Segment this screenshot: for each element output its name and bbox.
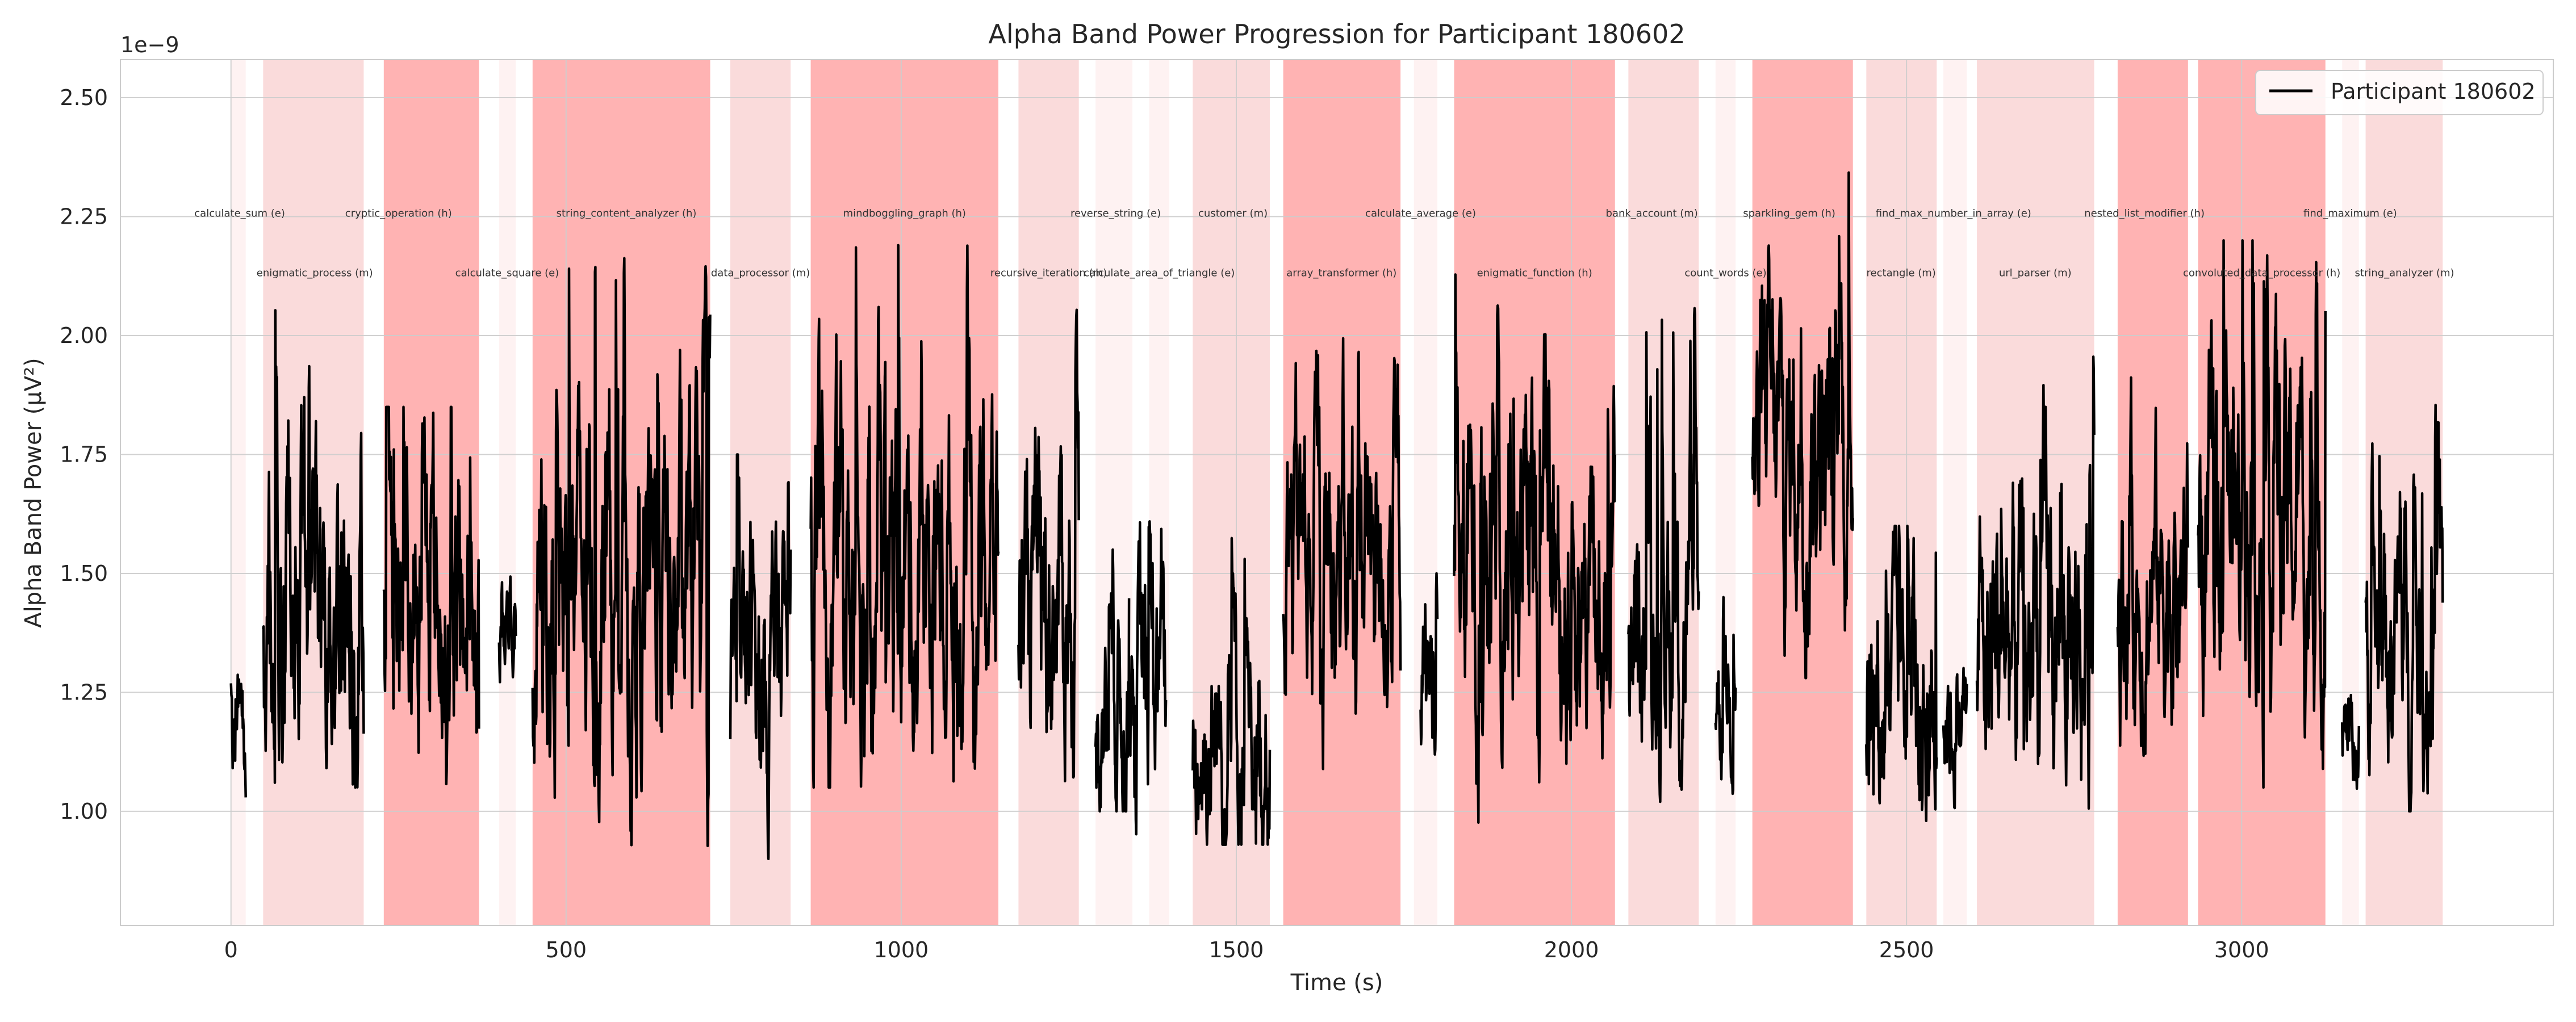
y-tick-label-1: 1.25	[60, 680, 108, 705]
series-line-layer	[229, 171, 2444, 860]
series-line-segment-18	[1942, 667, 1968, 810]
task-labels-layer: calculate_sum (e) cryptic_operation (h) st…	[194, 208, 2454, 279]
series-line-segment-9	[1127, 520, 1168, 836]
task-label-2: string_content_analyzer (h)	[557, 208, 697, 220]
task-label-4: reverse_string (e)	[1070, 208, 1161, 220]
series-line-segment-20	[2116, 376, 2190, 757]
x-tick-label-6: 3000	[2214, 937, 2269, 962]
task-label-7: bank_account (m)	[1606, 208, 1698, 220]
series-line-segment-21	[2197, 239, 2327, 789]
task-label-20: rectangle (m)	[1867, 267, 1936, 279]
series-line-segment-13	[1453, 273, 1617, 824]
series-line-segment-22	[2340, 693, 2361, 790]
series-line-segment-10	[1191, 537, 1272, 846]
series-line-segment-17	[1865, 524, 1938, 822]
y-tick-label-2: 1.50	[60, 561, 108, 586]
task-label-21: url_parser (m)	[1999, 267, 2072, 279]
task-label-22: convoluted_data_processor (h)	[2183, 267, 2340, 279]
task-label-17: array_transformer (h)	[1286, 267, 1396, 279]
series-line-segment-5	[729, 453, 792, 860]
task-label-9: find_max_number_in_array (e)	[1876, 208, 2031, 220]
x-tick-label-0: 0	[224, 937, 238, 962]
series-line-segment-12	[1419, 572, 1439, 756]
series-line-segment-14	[1627, 307, 1700, 803]
task-label-10: nested_list_modifier (h)	[2084, 208, 2205, 220]
chart-title: Alpha Band Power Progression for Partici…	[988, 19, 1685, 49]
legend-box	[2255, 70, 2544, 115]
y-tick-label-0: 1.00	[60, 799, 108, 824]
y-tick-label-5: 2.25	[60, 204, 108, 229]
task-label-5: customer (m)	[1198, 208, 1268, 220]
task-span-10	[1193, 60, 1270, 925]
y-tick-label-4: 2.00	[60, 323, 108, 348]
series-line-segment-1	[262, 309, 365, 789]
task-label-11: find_maximum (e)	[2303, 208, 2397, 220]
task-span-0	[231, 60, 246, 925]
series-line-segment-7	[1017, 308, 1080, 783]
task-label-8: sparkling_gem (h)	[1743, 208, 1835, 220]
series-line-segment-3	[497, 575, 517, 684]
series-line-segment-2	[382, 405, 480, 786]
x-tick-label-3: 1500	[1209, 937, 1264, 962]
y-tick-labels: 1.00 1.25 1.50 1.75 2.00 2.25 2.50	[60, 85, 108, 824]
task-label-15: recursive_iteration (m)	[990, 267, 1107, 279]
x-tick-label-4: 2000	[1544, 937, 1599, 962]
series-line-segment-19	[1975, 355, 2096, 810]
series-line-segment-0	[229, 673, 247, 798]
task-label-18: enigmatic_function (h)	[1477, 267, 1592, 279]
task-label-0: calculate_sum (e)	[194, 208, 285, 220]
task-span-9	[1149, 60, 1169, 925]
y-axis-offset-label: 1e−9	[120, 32, 179, 57]
task-label-1: cryptic_operation (h)	[345, 208, 452, 220]
task-span-19	[1977, 60, 2094, 925]
x-tick-label-5: 2500	[1879, 937, 1934, 962]
series-line-segment-4	[531, 257, 712, 848]
legend: Participant 180602	[2255, 70, 2544, 115]
series-line-segment-8	[1094, 548, 1131, 813]
plot-frame	[120, 59, 2554, 926]
task-span-22	[2342, 60, 2359, 925]
x-axis-title: Time (s)	[1290, 970, 1383, 996]
task-span-3	[499, 60, 516, 925]
task-span-23	[2365, 60, 2443, 925]
x-tick-label-1: 500	[546, 937, 587, 962]
series-line-segment-16	[1751, 171, 1854, 680]
task-label-19: count_words (e)	[1684, 267, 1766, 279]
task-label-12: enigmatic_process (m)	[257, 267, 373, 279]
x-tick-label-2: 1000	[874, 937, 929, 962]
task-label-16: calculate_area_of_triangle (e)	[1084, 267, 1235, 279]
task-span-15	[1715, 60, 1736, 925]
legend-entry-participant: Participant 180602	[2331, 79, 2536, 104]
y-tick-label-6: 2.50	[60, 85, 108, 110]
task-label-13: calculate_square (e)	[455, 267, 559, 279]
x-tick-labels: 0 500 1000 1500 2000 2500 3000	[224, 937, 2269, 962]
y-tick-label-3: 1.75	[60, 442, 108, 467]
y-axis-title: Alpha Band Power (µV²)	[20, 358, 47, 628]
task-span-20	[2117, 60, 2188, 925]
task-span-12	[1414, 60, 1438, 925]
series-line-segment-11	[1282, 337, 1402, 770]
task-span-7	[1018, 60, 1079, 925]
series-line-segment-15	[1714, 596, 1737, 795]
task-label-23: string_analyzer (m)	[2355, 267, 2454, 279]
task-label-6: calculate_average (e)	[1365, 208, 1476, 220]
series-line-segment-23	[2364, 403, 2444, 813]
task-label-14: data_processor (m)	[711, 267, 810, 279]
task-label-3: mindboggling_graph (h)	[843, 208, 966, 220]
series-line-segment-6	[809, 244, 1000, 789]
